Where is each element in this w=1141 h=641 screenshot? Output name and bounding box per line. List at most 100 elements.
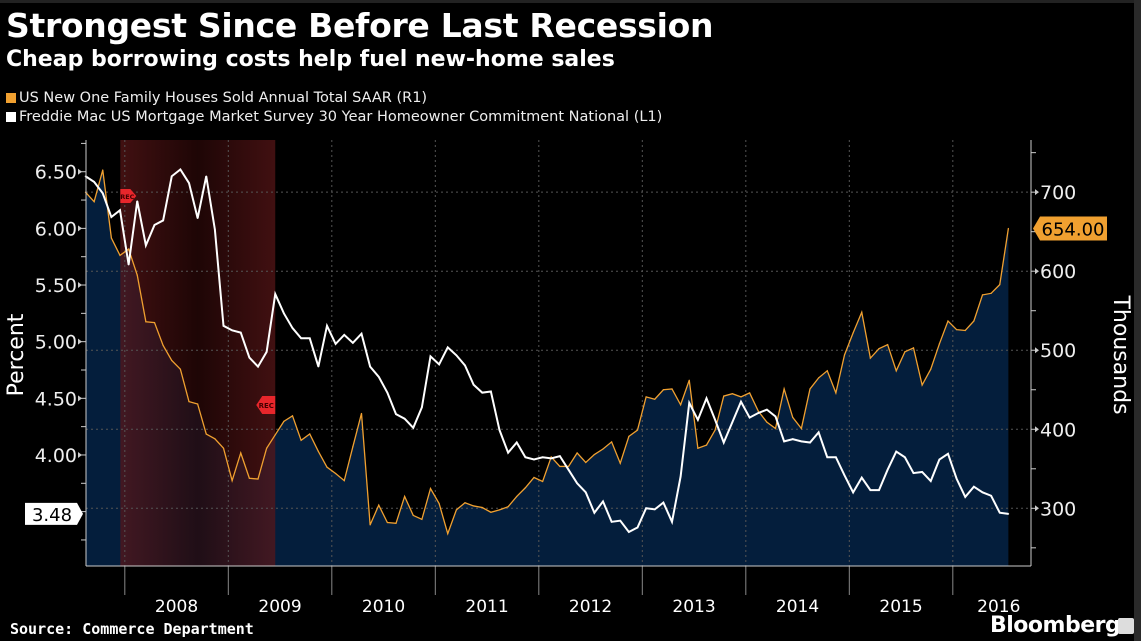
home-sales-point xyxy=(921,384,923,386)
mortgage-rate-point xyxy=(291,327,294,329)
home-sales-point xyxy=(654,398,656,400)
mortgage-rate-point xyxy=(981,491,984,494)
mortgage-rate-point xyxy=(929,480,932,482)
mortgage-rate-point xyxy=(722,441,725,444)
home-sales-point xyxy=(257,478,259,480)
home-sales-last-value: 654.00 xyxy=(1042,220,1105,241)
mortgage-rate-point xyxy=(584,491,587,494)
home-sales-point xyxy=(852,332,854,334)
home-sales-point xyxy=(171,359,173,362)
home-sales-point xyxy=(723,395,725,397)
home-sales-point xyxy=(490,511,492,513)
mortgage-rate-point xyxy=(541,456,544,459)
mortgage-rate-point xyxy=(809,441,811,444)
y-left-axis-label: Percent xyxy=(4,313,29,396)
home-sales-point xyxy=(455,509,457,511)
home-sales-point xyxy=(912,347,915,349)
home-sales-point xyxy=(498,509,501,511)
mortgage-rate-point xyxy=(515,441,518,444)
x-tick-label: 2011 xyxy=(465,597,508,617)
mortgage-rate-point xyxy=(697,419,699,421)
y-right-tick-label: 300 xyxy=(1040,498,1076,520)
home-sales-point xyxy=(300,439,302,441)
home-sales-point xyxy=(309,433,311,435)
legend-label: US New One Family Houses Sold Annual Tot… xyxy=(19,90,428,106)
mortgage-rate-last-value-tag xyxy=(25,502,83,525)
mortgage-rate-point xyxy=(533,458,535,461)
mortgage-rate-point xyxy=(446,346,449,349)
y-left-tick xyxy=(78,338,82,345)
mortgage-rate-point xyxy=(800,440,803,443)
legend-swatch-white xyxy=(6,112,16,122)
home-sales-point xyxy=(507,506,509,508)
mortgage-rate-point xyxy=(188,182,190,184)
home-sales-point xyxy=(145,321,147,323)
home-sales-point xyxy=(128,248,130,250)
home-sales-point xyxy=(386,521,388,524)
mortgage-rate-point xyxy=(438,363,440,366)
bloomberg-chart-icon xyxy=(1118,618,1134,634)
mortgage-rate-point xyxy=(1007,513,1010,515)
home-sales-point xyxy=(705,444,708,446)
home-sales-point xyxy=(119,254,121,256)
mortgage-rate-point xyxy=(524,456,527,459)
home-sales-point xyxy=(740,396,742,398)
home-sales-point xyxy=(981,294,984,296)
home-sales-point xyxy=(766,421,768,423)
mortgage-rate-point xyxy=(895,450,898,453)
home-sales-point xyxy=(447,532,449,535)
mortgage-rate-point xyxy=(610,521,613,523)
x-tick-label: 2014 xyxy=(776,597,819,617)
home-sales-point xyxy=(749,392,751,394)
recession-band xyxy=(120,140,276,566)
mortgage-rate-point xyxy=(395,413,397,415)
mortgage-rate-point xyxy=(757,412,760,414)
mortgage-rate-point xyxy=(110,216,113,218)
mortgage-rate-point xyxy=(377,375,380,378)
legend-item-home-sales: US New One Family Houses Sold Annual Tot… xyxy=(6,90,427,106)
mortgage-rate-point xyxy=(403,417,406,420)
home-sales-point xyxy=(973,320,975,322)
home-sales-point xyxy=(878,348,880,350)
mortgage-rate-point xyxy=(343,334,346,336)
home-sales-point xyxy=(222,447,225,449)
mortgage-rate-point xyxy=(334,343,337,345)
home-sales-point xyxy=(662,389,664,391)
mortgage-rate-point xyxy=(653,508,656,511)
mortgage-rate-point xyxy=(947,453,949,455)
mortgage-rate-point xyxy=(886,468,889,471)
y-right-axis-label: Thousands xyxy=(1108,294,1133,414)
home-sales-point xyxy=(783,388,785,390)
home-sales-point xyxy=(369,524,371,526)
home-sales-point xyxy=(335,472,337,475)
recession-end-marker xyxy=(256,396,276,414)
legend-swatch-orange xyxy=(6,93,16,103)
mortgage-rate-point xyxy=(567,468,570,471)
y-left-tick xyxy=(78,168,82,175)
home-sales-point xyxy=(930,368,932,370)
y-right-tick-label: 500 xyxy=(1040,340,1076,362)
chart-title: Strongest Since Before Last Recession xyxy=(6,6,714,45)
x-tick-label: 2008 xyxy=(155,597,198,617)
home-sales-point xyxy=(404,495,406,498)
y-left-tick-label: 5.00 xyxy=(35,332,77,354)
home-sales-point xyxy=(559,465,561,468)
mortgage-rate-point xyxy=(214,228,216,231)
home-sales-point xyxy=(714,429,716,431)
x-tick-label: 2009 xyxy=(258,597,301,617)
mortgage-rate-point xyxy=(688,402,691,404)
home-sales-point xyxy=(378,504,380,506)
mortgage-rate-point xyxy=(973,485,975,488)
y-right-tick-label: 600 xyxy=(1040,261,1076,283)
home-sales-point xyxy=(602,448,604,450)
home-sales-point xyxy=(861,311,863,313)
home-sales-point xyxy=(516,495,518,498)
mortgage-rate-point xyxy=(671,521,673,523)
mortgage-rate-point xyxy=(740,400,742,403)
home-sales-point xyxy=(395,522,397,524)
y-left-tick xyxy=(78,282,82,289)
home-sales-point xyxy=(188,401,190,403)
mortgage-rate-point xyxy=(938,458,941,461)
mortgage-rate-point xyxy=(852,491,854,494)
x-tick-label: 2012 xyxy=(569,597,612,617)
